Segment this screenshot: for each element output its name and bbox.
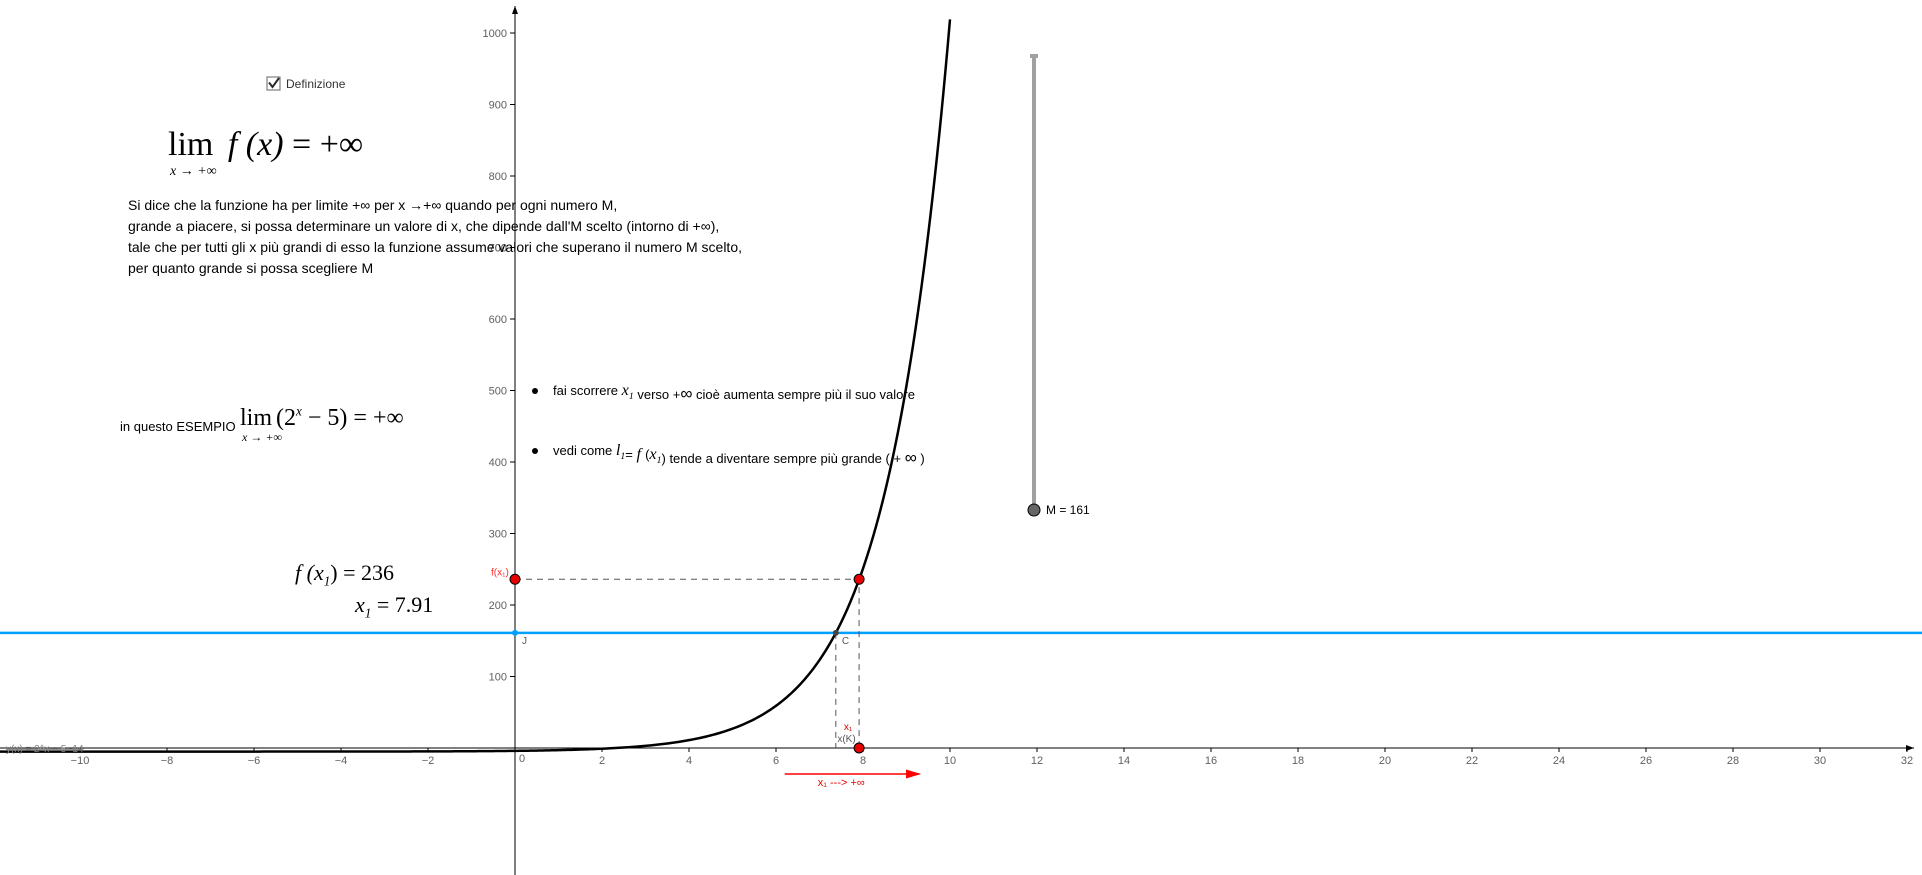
y-tick-label: 600: [489, 314, 507, 326]
x-tick-label: 8: [860, 755, 866, 767]
point-j-label: J: [522, 636, 527, 647]
svg-text:lim f (x) = +∞: lim f (x) = +∞: [168, 126, 363, 163]
y-tick-label: 900: [489, 100, 507, 112]
x-tick-label: 30: [1814, 755, 1826, 767]
xk-label: x(K): [837, 734, 855, 745]
y-tick-label: 200: [489, 600, 507, 612]
svg-text:lim(2x − 5) = +∞: lim(2x − 5) = +∞: [240, 403, 404, 431]
checkbox-definizione-label: Definizione: [286, 77, 346, 91]
definition-line: per quanto grande si possa scegliere M: [128, 260, 373, 276]
x-tick-label: 18: [1292, 755, 1304, 767]
x1-value-label: x1 = 7.91: [354, 592, 433, 621]
bullet-icon: [532, 388, 538, 394]
x-tick-label: −6: [248, 755, 261, 767]
definition-line: grande a piacere, si possa determinare u…: [128, 218, 719, 234]
definition-line: tale che per tutti gli x più grandi di e…: [128, 239, 742, 255]
x-tick-label: 4: [686, 755, 692, 767]
limit-formula: lim f (x) = +∞x → +∞: [168, 126, 363, 179]
fx1-axis-label: f(x₁): [491, 567, 509, 578]
bullet-icon: [532, 448, 538, 454]
point-c: [833, 630, 839, 636]
x-tick-label: 6: [773, 755, 779, 767]
x1-top-label: x₁: [844, 722, 853, 733]
x-tick-label: −4: [335, 755, 348, 767]
x1-arrow-label: x₁ ---> +∞: [818, 777, 865, 789]
bullet-text: fai scorrere x1 verso +∞ cioè aumenta se…: [553, 381, 915, 403]
x-tick-label: 2: [599, 755, 605, 767]
x-tick-label: 10: [944, 755, 956, 767]
x-tick-label: 32: [1901, 755, 1913, 767]
bullet-text: vedi come l1= f (x1) tende a diventare s…: [553, 441, 925, 467]
geogebra-canvas[interactable]: −10−8−6−4−202468101214161820222426283032…: [0, 0, 1922, 875]
fx1-value-label: f (x1) = 236: [295, 560, 394, 589]
point-c-label: C: [842, 636, 849, 647]
x-tick-label: −8: [161, 755, 174, 767]
corner-formula-text: y(x) = 2^x − 5 -14: [6, 744, 84, 755]
x-tick-label: 0: [519, 753, 525, 765]
y-tick-label: 300: [489, 529, 507, 541]
x-tick-label: 28: [1727, 755, 1739, 767]
checkbox-definizione[interactable]: Definizione: [267, 77, 346, 91]
x-tick-label: −2: [422, 755, 435, 767]
slider-m-label: M = 161: [1046, 503, 1090, 517]
x-tick-label: 16: [1205, 755, 1217, 767]
y-tick-label: 800: [489, 171, 507, 183]
y-tick-label: 500: [489, 386, 507, 398]
point-on-y-axis: [510, 574, 520, 584]
y-tick-label: 1000: [483, 28, 507, 40]
slider-m-handle[interactable]: [1028, 504, 1040, 516]
point-on-x-axis[interactable]: [854, 743, 864, 753]
function-curve: [0, 19, 950, 751]
point-j: [512, 630, 518, 636]
tracer-dashes: [515, 579, 859, 748]
x-tick-label: 12: [1031, 755, 1043, 767]
y-tick-label: 100: [489, 672, 507, 684]
example-formula: lim(2x − 5) = +∞x → +∞: [240, 403, 404, 444]
limit-formula-sub: x → +∞: [169, 164, 217, 179]
example-prefix: in questo ESEMPIO: [120, 419, 236, 434]
definition-line: Si dice che la funzione ha per limite +∞…: [128, 197, 617, 213]
x-tick-label: 26: [1640, 755, 1652, 767]
x-tick-label: 20: [1379, 755, 1391, 767]
x-tick-label: −10: [71, 755, 90, 767]
x-tick-label: 14: [1118, 755, 1130, 767]
x-tick-label: 22: [1466, 755, 1478, 767]
svg-text:x → +∞: x → +∞: [241, 430, 282, 444]
point-on-curve[interactable]: [854, 574, 864, 584]
y-tick-label: 400: [489, 457, 507, 469]
x-tick-label: 24: [1553, 755, 1565, 767]
